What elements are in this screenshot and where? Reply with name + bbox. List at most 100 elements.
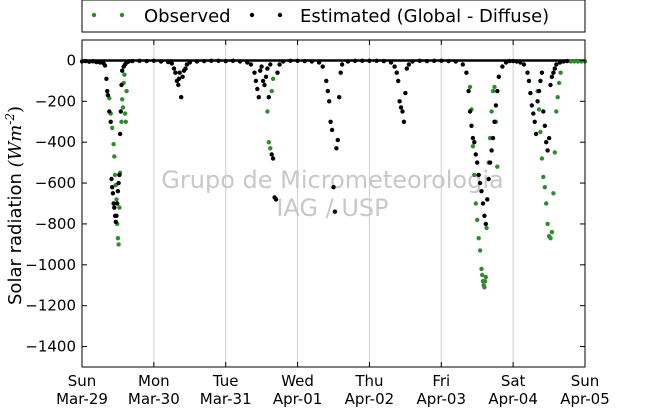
x-tick-day-label: Sat	[501, 372, 526, 390]
observed-point	[476, 236, 481, 241]
estimated-point	[324, 78, 329, 84]
estimated-point	[194, 59, 200, 64]
estimated-point	[338, 70, 343, 75]
estimated-point	[327, 99, 332, 104]
estimated-point	[496, 74, 501, 80]
observed-point	[472, 172, 477, 178]
observed-point	[484, 225, 489, 231]
watermark-line: Grupo de Micrometeorologia	[161, 166, 503, 194]
estimated-point	[546, 135, 552, 141]
x-tick-date-label: Apr-04	[488, 390, 538, 408]
estimated-point	[230, 58, 236, 63]
observed-point	[539, 156, 545, 161]
observed-point	[123, 119, 128, 125]
observed-point	[115, 236, 121, 241]
observed-point	[477, 248, 483, 253]
x-tick-date-label: Mar-30	[128, 390, 180, 408]
estimated-point	[173, 70, 178, 75]
estimated-point	[183, 66, 188, 71]
estimated-point	[309, 59, 315, 64]
estimated-point	[259, 64, 264, 69]
observed-point	[551, 191, 556, 196]
estimated-point	[525, 70, 530, 75]
estimated-point	[253, 78, 259, 84]
y-axis-title: Solar radiation (Wm-2)	[3, 106, 26, 305]
estimated-point	[107, 109, 112, 114]
estimated-point	[410, 59, 415, 64]
y-tick-label: −1400	[25, 338, 76, 356]
observed-point	[548, 236, 553, 241]
estimated-point	[400, 109, 405, 114]
estimated-point	[403, 90, 408, 96]
estimated-point	[130, 58, 135, 64]
estimated-point	[394, 70, 399, 75]
estimated-point	[144, 58, 149, 64]
estimated-point	[477, 180, 483, 186]
x-tick-date-label: Mar-31	[200, 390, 252, 408]
estimated-point	[102, 63, 108, 68]
estimated-point	[119, 82, 124, 88]
estimated-point	[114, 213, 119, 218]
y-tick-label: 0	[66, 51, 76, 69]
estimated-point	[320, 64, 325, 69]
y-tick-label: −1200	[25, 297, 76, 315]
estimated-point	[260, 78, 266, 84]
estimated-point	[526, 78, 532, 84]
estimated-point	[258, 68, 263, 73]
estimated-point	[533, 131, 539, 137]
estimated-point	[548, 82, 553, 88]
estimated-point	[209, 58, 214, 63]
estimated-point	[489, 148, 494, 153]
x-tick-day-label: Sun	[571, 372, 600, 390]
estimated-point	[439, 58, 444, 63]
estimated-point	[334, 146, 339, 151]
estimated-point	[90, 59, 96, 64]
estimated-point	[552, 66, 557, 71]
estimated-point	[118, 109, 124, 114]
estimated-point	[472, 140, 477, 145]
legend-label: Observed	[144, 6, 231, 27]
estimated-point	[166, 59, 171, 65]
estimated-point	[514, 59, 519, 64]
estimated-point	[126, 59, 131, 64]
estimated-point	[87, 59, 92, 64]
estimated-point	[495, 88, 500, 94]
estimated-point	[137, 58, 142, 63]
observed-point	[112, 172, 118, 178]
estimated-point	[252, 70, 257, 75]
observed-point	[552, 150, 557, 155]
watermark-line: IAG / USP	[276, 194, 388, 222]
estimated-point	[187, 60, 192, 65]
y-tick-label: −600	[35, 174, 76, 192]
estimated-point	[335, 137, 340, 143]
y-tick-label: −400	[35, 133, 76, 151]
estimated-point	[245, 60, 250, 65]
estimated-point	[554, 62, 559, 67]
estimated-point	[109, 176, 114, 182]
observed-point	[538, 129, 543, 135]
observed-point	[549, 229, 555, 235]
x-tick-day-label: Thu	[354, 372, 383, 390]
estimated-point	[331, 185, 336, 190]
estimated-point	[256, 95, 261, 100]
x-tick-date-label: Apr-02	[345, 390, 395, 408]
estimated-point	[273, 197, 279, 202]
estimated-point	[541, 109, 546, 114]
estimated-point	[424, 58, 430, 64]
axes: 0−200−400−600−800−1000−1200−1400SunMar-2…	[25, 39, 610, 408]
estimated-point	[542, 123, 547, 128]
observed-point	[111, 142, 116, 147]
x-tick-day-label: Tue	[212, 372, 239, 390]
x-tick-date-label: Mar-29	[56, 390, 108, 408]
legend-marker	[277, 12, 283, 18]
observed-point	[489, 109, 494, 114]
estimated-point	[248, 62, 254, 67]
estimated-point	[302, 58, 307, 64]
estimated-point	[518, 60, 523, 65]
estimated-point	[288, 58, 293, 63]
estimated-point	[561, 59, 566, 64]
observed-point	[555, 95, 560, 100]
estimated-point	[111, 201, 116, 206]
estimated-point	[397, 99, 402, 104]
